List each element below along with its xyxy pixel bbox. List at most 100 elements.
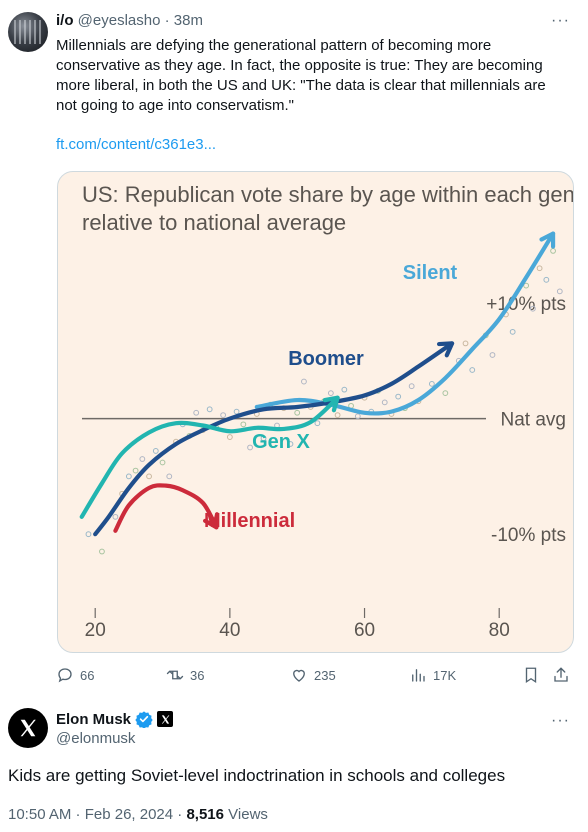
scatter-point — [294, 409, 301, 416]
scatter-point — [469, 367, 476, 373]
scatter-point — [543, 276, 550, 283]
scatter-point — [442, 390, 449, 397]
article-link[interactable]: ft.com/content/c361e3... — [56, 136, 217, 153]
y-tick-label: -10% pts — [491, 525, 566, 546]
share-button[interactable] — [552, 666, 570, 684]
views-count: 8,516 — [186, 806, 224, 823]
x-logo-icon — [20, 719, 36, 737]
author-row: Elon Musk — [56, 710, 174, 728]
scatter-point — [287, 441, 294, 447]
chart-image[interactable]: US: Republican vote share by age within … — [57, 171, 574, 653]
bookmark-button[interactable] — [522, 666, 540, 684]
series-arrowhead — [202, 512, 220, 530]
reply-button[interactable]: 66 — [56, 666, 94, 684]
reply-icon — [58, 668, 72, 683]
scatter-point — [529, 305, 536, 312]
action-bar: 66 36 235 17K — [56, 666, 572, 686]
scatter-point — [408, 383, 415, 390]
scatter-point — [240, 421, 247, 428]
scatter-point — [220, 412, 227, 418]
author-name[interactable]: i/o — [56, 12, 74, 29]
x-affiliation-icon[interactable] — [157, 711, 174, 727]
like-icon — [293, 669, 305, 682]
series-line-gen-x — [79, 395, 340, 519]
y-tick-label: Nat avg — [501, 410, 566, 431]
series-label: Silent — [403, 262, 458, 284]
scatter-point — [193, 409, 200, 416]
avatar[interactable] — [8, 12, 48, 52]
scatter-point — [85, 531, 92, 538]
avatar[interactable] — [8, 708, 48, 748]
timestamp[interactable]: 10:50 AM · Feb 26, 2024 · — [8, 806, 187, 823]
series-arrowhead — [539, 231, 556, 249]
scatter-point — [99, 548, 105, 555]
y-tick-label: +10% pts — [486, 294, 566, 315]
scatter-point — [550, 248, 556, 254]
series-label: Gen X — [252, 431, 310, 453]
scatter-point — [354, 413, 361, 420]
like-count: 235 — [314, 667, 336, 683]
scatter-point — [152, 448, 159, 454]
more-horizontal-icon[interactable]: ··· — [551, 712, 570, 729]
author-name[interactable]: Elon Musk — [56, 710, 132, 728]
tweet-meta: 10:50 AM · Feb 26, 2024 · 8,516 Views — [8, 806, 268, 823]
author-handle[interactable]: @elonmusk — [56, 730, 136, 747]
series-arrowhead — [436, 341, 455, 358]
more-horizontal-icon[interactable]: ··· — [551, 12, 570, 29]
verified-badge-icon[interactable] — [135, 710, 153, 728]
scatter-point — [206, 406, 213, 413]
post-time[interactable]: · 38m — [164, 12, 203, 29]
scatter-point — [247, 444, 253, 451]
retweet-count: 36 — [190, 667, 205, 683]
scatter-point — [327, 390, 334, 397]
scatter-point — [125, 473, 132, 480]
series-line-silent — [254, 231, 556, 416]
like-button[interactable]: 235 — [290, 666, 336, 684]
scatter-point — [462, 340, 469, 347]
scatter-point — [146, 473, 152, 480]
bookmark-icon — [525, 667, 537, 684]
scatter-point — [536, 265, 543, 272]
scatter-point — [395, 393, 402, 400]
scatter-point — [381, 399, 388, 406]
views-icon — [412, 669, 425, 682]
scatter-point — [260, 435, 267, 442]
scatter-point — [509, 328, 516, 335]
views-button[interactable]: 17K — [409, 666, 456, 684]
scatter-point — [334, 412, 341, 418]
scatter-point — [341, 386, 348, 393]
x-tick-label: 60 — [354, 620, 375, 641]
retweet-button[interactable]: 36 — [166, 666, 204, 684]
reply-count: 66 — [80, 667, 95, 683]
scatter-point — [159, 459, 166, 466]
chart: US: Republican vote share by age within … — [79, 182, 574, 641]
series-arrowhead — [322, 395, 340, 413]
share-icon — [554, 667, 568, 682]
views-count: 17K — [433, 667, 457, 683]
x-tick-label: 20 — [85, 620, 106, 641]
scatter-point — [139, 456, 146, 462]
series-label: Boomer — [288, 348, 364, 370]
chart-title-line-2: relative to national average — [82, 210, 346, 235]
scatter-point — [556, 288, 563, 295]
x-tick-label: 80 — [489, 620, 510, 641]
author-handle[interactable]: @eyeslasho — [77, 12, 161, 29]
scatter-point — [314, 420, 321, 427]
quoted-tweet-header: i/o @eyeslasho · 38m — [56, 12, 203, 29]
views-label: Views — [224, 806, 268, 823]
retweet-icon — [166, 670, 184, 680]
scatter-point — [112, 513, 119, 520]
scatter-point — [233, 408, 240, 415]
series-line-boomer — [93, 341, 455, 537]
chart-title-line-1: US: Republican vote share by age within … — [82, 182, 574, 207]
tweet-text: Kids are getting Soviet-level indoctrina… — [8, 766, 506, 785]
scatter-point — [428, 380, 435, 387]
series-line-millennial — [113, 483, 219, 533]
scatter-point — [489, 352, 496, 358]
tweet-text: Millennials are defying the generational… — [56, 37, 546, 114]
scatter-point — [523, 282, 530, 289]
x-tick-label: 40 — [219, 620, 240, 641]
scatter-point — [301, 378, 307, 385]
scatter-point — [226, 434, 233, 440]
series-label: Millennial — [204, 510, 295, 532]
